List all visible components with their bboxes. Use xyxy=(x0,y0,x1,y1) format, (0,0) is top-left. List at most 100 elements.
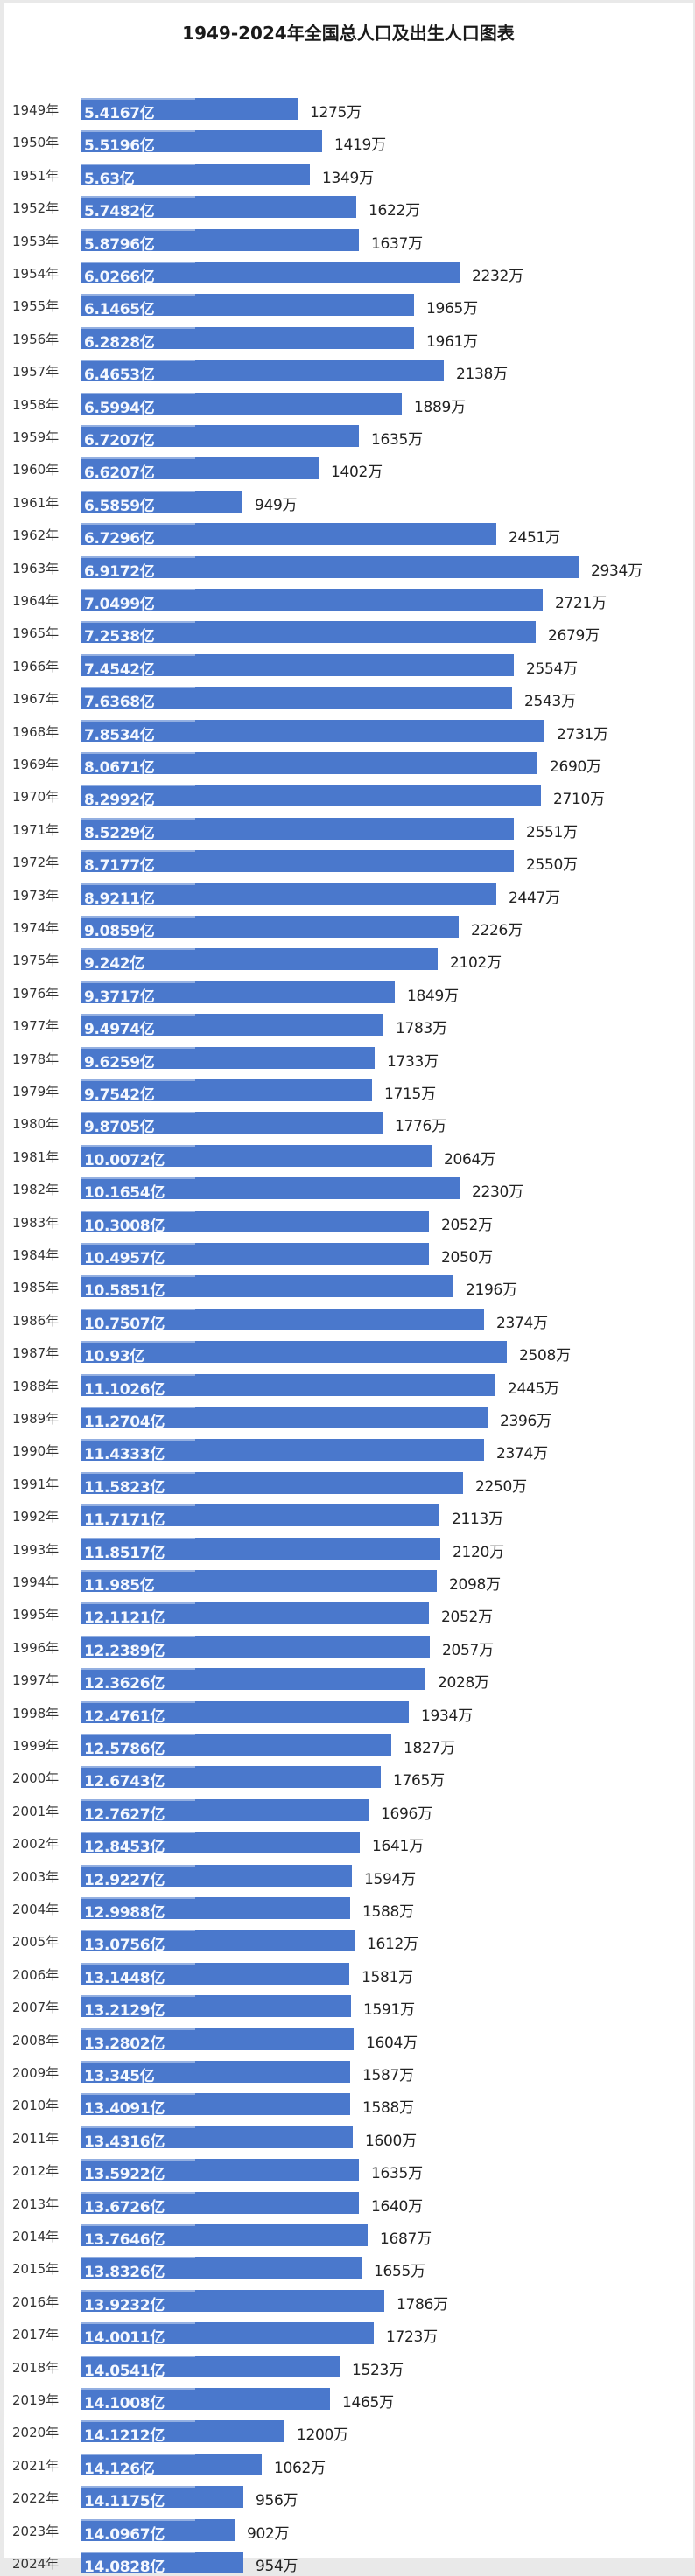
year-label: 2020年 xyxy=(12,2425,60,2441)
births-value-label: 1581万 xyxy=(362,1968,413,1986)
births-value-label: 1594万 xyxy=(364,1870,416,1888)
total-population-label: 13.1448亿 xyxy=(84,1969,165,1987)
year-label: 1980年 xyxy=(12,1116,60,1133)
chart-frame: 1949-2024年全国总人口及出生人口图表 1949年 5.4167亿 1275万… xyxy=(4,3,693,2576)
bar-highlight xyxy=(81,948,195,951)
births-bar: 8.7177亿 xyxy=(81,850,514,875)
bar-highlight xyxy=(81,1439,195,1442)
bar-row: 1959年 6.7207亿 1635万 xyxy=(4,425,693,450)
births-bar: 5.4167亿 xyxy=(81,98,298,122)
births-value-label: 1723万 xyxy=(386,2328,438,2347)
bar-highlight xyxy=(81,1668,195,1671)
total-population-label: 6.0266亿 xyxy=(84,269,155,286)
total-population-label: 13.345亿 xyxy=(84,2068,155,2085)
total-population-label: 14.0828亿 xyxy=(84,2559,165,2576)
bar-highlight xyxy=(81,1930,195,1932)
bar-row: 1984年 10.4957亿 2050万 xyxy=(4,1243,693,1267)
births-bar: 12.8453亿 xyxy=(81,1832,360,1856)
bar-highlight xyxy=(81,2486,195,2489)
year-label: 2022年 xyxy=(12,2490,60,2507)
bar-highlight xyxy=(81,294,195,297)
births-value-label: 2120万 xyxy=(453,1543,504,1561)
births-value-label: 2374万 xyxy=(496,1314,548,1332)
births-value-label: 2690万 xyxy=(550,758,601,776)
bar-row: 2018年 14.0541亿 1523万 xyxy=(4,2355,693,2380)
bar-highlight xyxy=(81,1014,195,1016)
bar-row: 2010年 13.4091亿 1588万 xyxy=(4,2093,693,2118)
bar-highlight xyxy=(81,1112,195,1114)
year-label: 1989年 xyxy=(12,1411,60,1427)
bar-row: 1969年 8.0671亿 2690万 xyxy=(4,752,693,777)
births-bar: 5.5196亿 xyxy=(81,130,322,155)
year-label: 1977年 xyxy=(12,1018,60,1035)
bar-row: 2019年 14.1008亿 1465万 xyxy=(4,2388,693,2412)
births-value-label: 1765万 xyxy=(393,1772,445,1791)
births-value-label: 1523万 xyxy=(352,2361,404,2379)
bar-row: 1961年 6.5859亿 949万 xyxy=(4,490,693,515)
bar-highlight xyxy=(81,1079,195,1081)
births-bar: 13.4091亿 xyxy=(81,2093,350,2118)
births-bar: 6.9172亿 xyxy=(81,555,579,581)
total-population-label: 12.5786亿 xyxy=(84,1741,165,1758)
total-population-label: 13.2802亿 xyxy=(84,2035,165,2053)
year-label: 1966年 xyxy=(12,658,60,674)
births-bar: 6.1465亿 xyxy=(81,294,414,318)
total-population-label: 11.8517亿 xyxy=(84,1544,165,1562)
bar-row: 1975年 9.242亿 2102万 xyxy=(4,948,693,973)
year-label: 1986年 xyxy=(12,1312,60,1329)
births-bar: 13.1448亿 xyxy=(81,1962,349,1987)
bar-highlight xyxy=(81,1504,195,1507)
births-value-label: 1622万 xyxy=(369,202,420,220)
year-label: 1984年 xyxy=(12,1247,60,1263)
bar-highlight xyxy=(81,1537,195,1539)
bar-highlight xyxy=(81,360,195,362)
total-population-label: 8.9211亿 xyxy=(84,890,155,908)
births-bar: 12.6743亿 xyxy=(81,1766,381,1791)
births-bar: 6.7207亿 xyxy=(81,425,359,450)
year-label: 1981年 xyxy=(12,1148,60,1165)
births-value-label: 1587万 xyxy=(362,2067,414,2084)
year-label: 1956年 xyxy=(12,331,60,347)
total-population-label: 11.985亿 xyxy=(84,1577,155,1595)
births-value-label: 1640万 xyxy=(371,2197,423,2216)
bar-highlight xyxy=(81,2552,195,2553)
total-population-label: 13.4316亿 xyxy=(84,2133,165,2151)
year-label: 1964年 xyxy=(12,593,60,609)
bar-row: 2015年 13.8326亿 1655万 xyxy=(4,2257,693,2281)
total-population-label: 5.4167亿 xyxy=(84,105,155,122)
year-label: 2007年 xyxy=(12,2000,60,2016)
births-bar: 13.2802亿 xyxy=(81,2028,354,2053)
bar-highlight xyxy=(81,1734,195,1735)
total-population-label: 14.126亿 xyxy=(84,2460,155,2478)
bar-row: 1983年 10.3008亿 2052万 xyxy=(4,1210,693,1235)
bar-row: 2023年 14.0967亿 902万 xyxy=(4,2518,693,2544)
year-label: 1979年 xyxy=(12,1084,60,1100)
births-value-label: 2057万 xyxy=(442,1641,494,1659)
year-label: 2010年 xyxy=(12,2098,60,2114)
year-label: 1994年 xyxy=(12,1574,60,1590)
births-value-label: 1965万 xyxy=(426,300,478,318)
bar-highlight xyxy=(81,1407,195,1408)
births-bar: 12.5786亿 xyxy=(81,1734,391,1758)
births-value-label: 2230万 xyxy=(472,1183,523,1202)
births-bar: 9.3717亿 xyxy=(81,981,395,1006)
births-bar: 11.4333亿 xyxy=(81,1439,484,1463)
births-value-label: 954万 xyxy=(256,2558,298,2575)
births-value-label: 2396万 xyxy=(500,1413,551,1430)
bar-row: 1971年 8.5229亿 2551万 xyxy=(4,817,693,842)
births-value-label: 2113万 xyxy=(452,1511,503,1529)
births-value-label: 1275万 xyxy=(310,104,362,122)
births-value-label: 2250万 xyxy=(475,1477,527,1496)
births-bar: 12.1121亿 xyxy=(81,1602,429,1627)
births-value-label: 1604万 xyxy=(366,2034,418,2052)
births-value-label: 1591万 xyxy=(363,2001,415,2020)
total-population-label: 9.7542亿 xyxy=(84,1086,155,1104)
total-population-label: 12.9227亿 xyxy=(84,1871,165,1889)
total-population-label: 13.2129亿 xyxy=(84,2002,165,2021)
bar-row: 1970年 8.2992亿 2710万 xyxy=(4,785,693,809)
total-population-label: 12.6743亿 xyxy=(84,1773,165,1791)
births-bar: 9.7542亿 xyxy=(81,1079,372,1104)
births-value-label: 1200万 xyxy=(297,2426,348,2445)
bar-row: 1951年 5.63亿 1349万 xyxy=(4,163,693,188)
total-population-label: 14.0967亿 xyxy=(84,2525,165,2544)
